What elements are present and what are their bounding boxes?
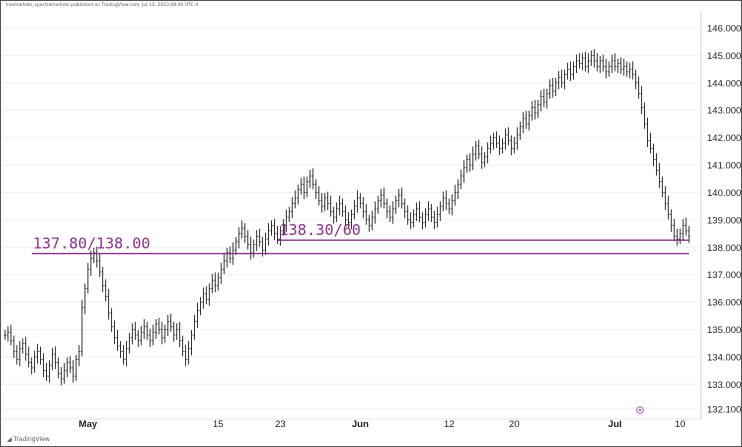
price-tick-label: 145.000 bbox=[707, 51, 741, 62]
price-tick-label: 135.000 bbox=[707, 325, 741, 336]
replay-icon[interactable] bbox=[636, 406, 644, 414]
level-label: 138.30/60 bbox=[279, 221, 360, 239]
time-tick-label: 20 bbox=[509, 419, 520, 430]
price-tick-label: 143.000 bbox=[707, 106, 741, 117]
price-tick-label: 139.000 bbox=[707, 215, 741, 226]
support-levels bbox=[31, 239, 689, 255]
price-tick-label: 146.000 bbox=[707, 24, 741, 35]
time-tick-label: Jun bbox=[352, 419, 369, 430]
price-tick-label: 136.000 bbox=[707, 298, 741, 309]
time-tick-label: Jul bbox=[608, 419, 622, 430]
time-tick-label: May bbox=[79, 419, 98, 430]
grid bbox=[1, 27, 701, 410]
level-label: 137.80/138.00 bbox=[33, 235, 150, 253]
annotations: 137.80/138.00 138.30/60 bbox=[33, 221, 361, 252]
price-tick-label: 133.000 bbox=[707, 380, 741, 391]
price-tick-label: 140.000 bbox=[707, 188, 741, 199]
brand-label: TradingView bbox=[13, 436, 50, 443]
time-tick-label: 10 bbox=[675, 419, 686, 430]
time-tick-label: 12 bbox=[444, 419, 455, 430]
price-tick-label: 144.000 bbox=[707, 78, 741, 89]
price-tick-label: 132.100 bbox=[707, 405, 741, 416]
tradingview-logo: ◢ TradingView bbox=[7, 436, 50, 443]
price-tick-label: 141.000 bbox=[707, 161, 741, 172]
price-axis: 146.000 145.000 144.000 143.000 142.000 141.0… bbox=[707, 24, 741, 416]
price-tick-label: 137.000 bbox=[707, 270, 741, 281]
time-axis: May 15 23 Jun 12 20 Jul 10 bbox=[1, 418, 701, 430]
price-tick-label: 142.000 bbox=[707, 133, 741, 144]
time-tick-label: 23 bbox=[275, 419, 286, 430]
price-tick-label: 134.000 bbox=[707, 352, 741, 363]
replay-icon-dot bbox=[638, 408, 642, 412]
price-series bbox=[3, 49, 691, 386]
brand-icon: ◢ bbox=[7, 436, 12, 443]
publish-info: livemarkets_spectramarkets published on … bbox=[6, 3, 199, 8]
time-tick-label: 15 bbox=[213, 419, 224, 430]
price-tick-label: 138.000 bbox=[707, 243, 741, 254]
